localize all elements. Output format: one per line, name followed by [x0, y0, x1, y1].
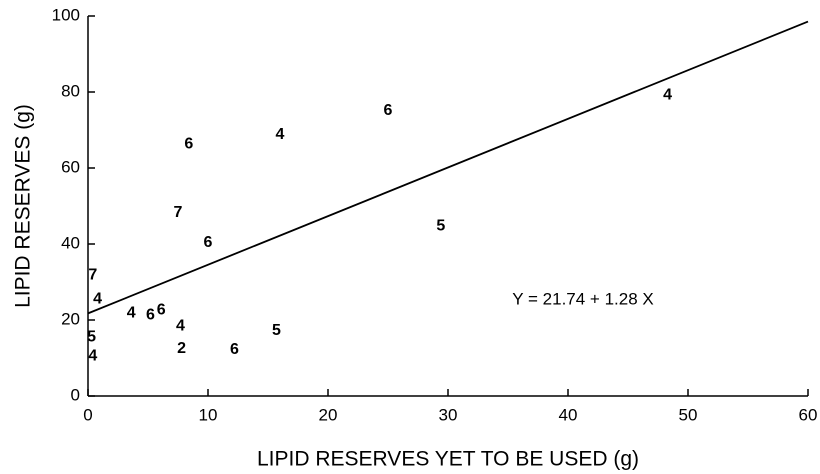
point: 5	[87, 328, 96, 345]
point: 5	[272, 322, 281, 339]
x-tick-label: 20	[319, 405, 338, 424]
point: 6	[184, 135, 193, 152]
y-tick-label: 60	[61, 157, 80, 176]
point: 4	[663, 86, 672, 103]
x-tick-label: 0	[83, 405, 92, 424]
x-tick-label: 30	[439, 405, 458, 424]
point: 4	[93, 290, 102, 307]
point: 6	[146, 306, 155, 323]
y-tick-label: 100	[52, 5, 80, 24]
point: 4	[176, 317, 185, 334]
point: 7	[88, 266, 97, 283]
y-tick-label: 40	[61, 233, 80, 252]
regression-line	[87, 20, 809, 315]
x-tick-label: 60	[799, 405, 818, 424]
y-tick-label: 80	[61, 81, 80, 100]
x-tick-label: 10	[199, 405, 218, 424]
point: 2	[177, 340, 186, 357]
point: 4	[88, 347, 97, 364]
point: 7	[174, 204, 183, 221]
x-tick-label: 40	[559, 405, 578, 424]
point: 6	[384, 102, 393, 119]
point: 6	[230, 341, 239, 358]
point: 4	[127, 304, 136, 321]
point: 6	[157, 301, 166, 318]
y-axis-title: LIPID RESERVES (g)	[12, 104, 35, 308]
annotation: Y = 21.74 + 1.28 X	[512, 289, 653, 308]
point: 4	[276, 126, 285, 143]
y-tick-label: 0	[71, 385, 80, 404]
point: 5	[436, 217, 445, 234]
x-tick-label: 50	[679, 405, 698, 424]
point: 6	[204, 234, 213, 251]
y-tick-label: 20	[61, 309, 80, 328]
x-axis-title: LIPID RESERVES YET TO BE USED (g)	[257, 448, 639, 471]
